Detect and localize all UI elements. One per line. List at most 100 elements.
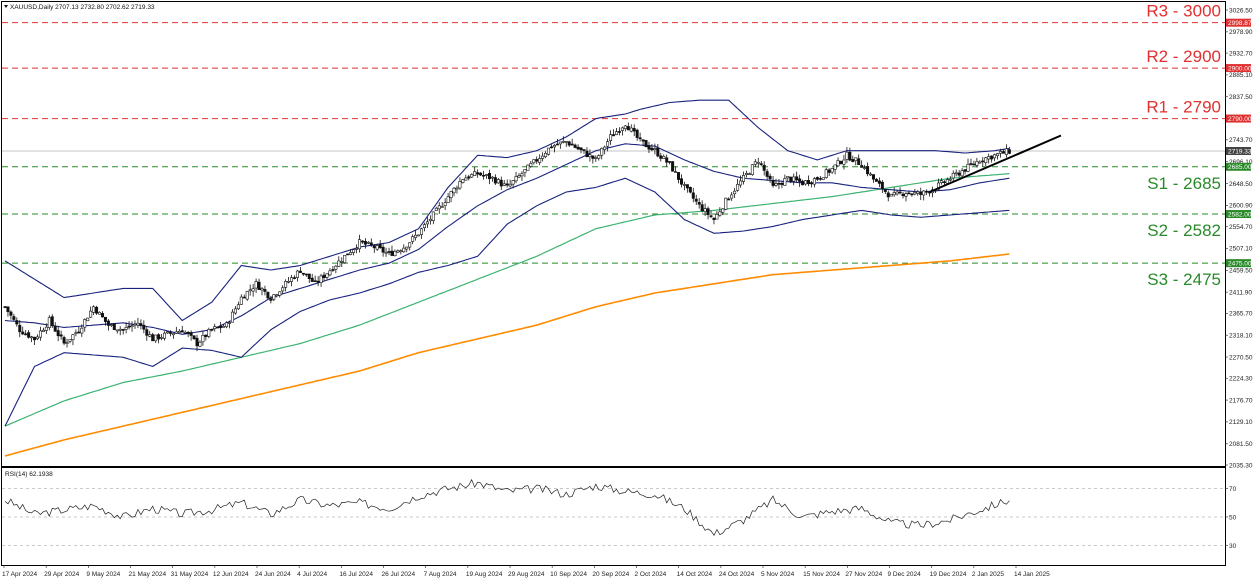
candle-body: [109, 324, 113, 326]
candle-body: [871, 174, 875, 180]
candle-body: [349, 252, 353, 255]
candle-body: [954, 172, 958, 175]
candle-body: [118, 328, 122, 331]
candle-body: [417, 234, 421, 237]
candle-body: [163, 332, 167, 339]
candle-body: [724, 197, 728, 210]
candle-body: [189, 332, 193, 336]
candle-body: [337, 260, 341, 267]
candle-body: [360, 240, 364, 243]
candle-body: [446, 196, 450, 203]
candle-body: [842, 159, 846, 165]
price-badge: [1226, 147, 1251, 156]
price-pane-frame: [1, 1, 1226, 467]
candle-body: [511, 180, 515, 185]
candle-body: [727, 198, 731, 201]
candle-body: [567, 141, 571, 146]
candle-body: [650, 147, 654, 151]
candle-body: [319, 275, 323, 283]
level-label-0: R3 - 3000: [1146, 2, 1221, 21]
candle-body: [186, 331, 190, 335]
candle-body: [65, 342, 69, 344]
candle-body: [685, 184, 689, 189]
candle-body: [620, 127, 624, 131]
candle-body: [806, 180, 810, 185]
candle-body: [508, 183, 512, 187]
candle-body: [848, 151, 852, 161]
candle-body: [901, 193, 905, 197]
candle-body: [1007, 149, 1011, 154]
candle-body: [269, 298, 273, 301]
price-badge-label: 2685.00: [1228, 164, 1252, 171]
time-tick-label: 9 Dec 2024: [888, 571, 922, 578]
candle-body: [154, 334, 158, 342]
candle-body: [588, 154, 592, 158]
candle-body: [981, 160, 985, 163]
candle-body: [750, 164, 754, 175]
candle-body: [21, 331, 25, 335]
candle-body: [248, 289, 252, 292]
candle-body: [77, 331, 81, 334]
candle-body: [86, 317, 90, 322]
candle-body: [821, 177, 825, 180]
candle-body: [3, 306, 7, 308]
candle-body: [945, 179, 949, 184]
candle-body: [378, 243, 382, 249]
candle-body: [792, 176, 796, 182]
candle-body: [396, 250, 400, 253]
candle-body: [251, 288, 255, 292]
candle-body: [922, 190, 926, 196]
candle-body: [700, 204, 704, 212]
candle-body: [83, 319, 87, 328]
candle-body: [222, 326, 226, 328]
time-tick-label: 7 Aug 2024: [424, 571, 457, 578]
candle-body: [895, 191, 899, 195]
candle-body: [694, 198, 698, 202]
rsi-header: RSI(14) 62.1938: [5, 471, 53, 478]
candle-body: [127, 325, 131, 328]
candle-body: [960, 170, 964, 177]
time-tick-label: 21 May 2024: [129, 571, 167, 578]
candle-body: [987, 156, 991, 160]
candle-body: [712, 217, 716, 220]
candle-body: [106, 320, 110, 326]
symbol-dropdown-icon[interactable]: [4, 5, 8, 8]
candle-body: [402, 247, 406, 253]
candle-body: [733, 190, 737, 195]
ma100-line: [4, 173, 1010, 427]
candle-body: [603, 146, 607, 150]
time-tick-label: 29 Aug 2024: [508, 571, 545, 578]
candle-body: [352, 249, 356, 253]
price-badge-label: 2790.00: [1228, 116, 1252, 123]
candle-body: [411, 236, 415, 242]
price-tick-label: 2743.70: [1229, 137, 1253, 144]
candle-body: [668, 161, 672, 163]
candle-body: [124, 327, 128, 330]
candle-body: [183, 331, 187, 334]
candle-body: [136, 322, 140, 326]
candle-body: [236, 304, 240, 310]
candle-body: [103, 316, 107, 322]
candle-body: [53, 325, 57, 332]
candle-body: [629, 127, 633, 132]
candle-body: [92, 306, 96, 313]
candle-body: [355, 247, 359, 250]
candle-body: [582, 149, 586, 151]
time-tick-label: 31 May 2024: [171, 571, 209, 578]
candle-body: [89, 310, 93, 318]
candle-body: [809, 182, 813, 185]
candle-body: [780, 182, 784, 185]
price-badges: 2998.87 2900.00 2790.00 2719.33 2685.00 2582.…: [1226, 18, 1252, 267]
candle-body: [715, 214, 719, 220]
candle-body: [6, 306, 10, 313]
price-tick-label: 2978.90: [1229, 29, 1253, 36]
candle-body: [204, 334, 208, 337]
candle-body: [139, 323, 143, 326]
candle-body: [467, 176, 471, 179]
candle-body: [744, 172, 748, 175]
candle-body: [168, 332, 172, 334]
candle-body: [98, 311, 102, 315]
candle-body: [180, 330, 184, 333]
trendline[interactable]: [929, 134, 1062, 193]
candle-body: [721, 208, 725, 213]
